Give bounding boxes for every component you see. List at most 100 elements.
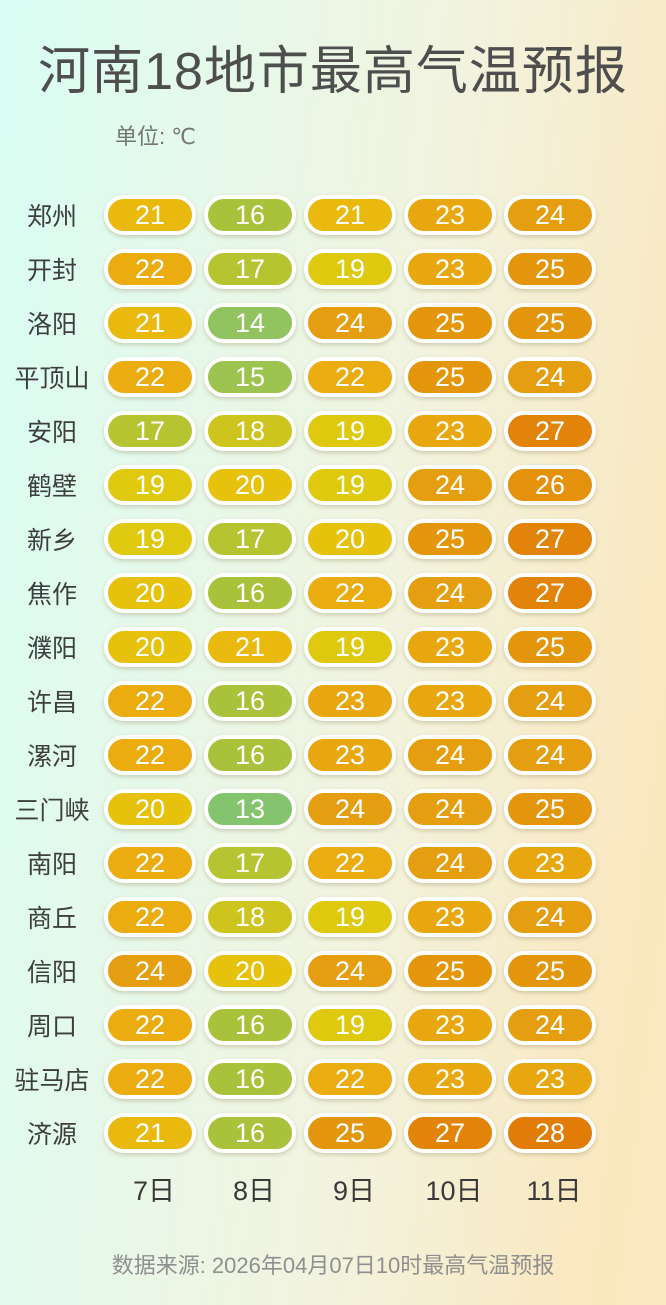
temperature-pill: 21	[304, 195, 396, 235]
city-label: 三门峡	[14, 797, 90, 825]
city-label: 郑州	[26, 203, 77, 231]
table-row: 周口 22 16 19 23 24	[0, 1005, 666, 1045]
temperature-pill: 25	[504, 789, 596, 829]
table-row: 郑州 21 16 21 23 24	[0, 195, 666, 235]
temperature-pill: 20	[104, 627, 196, 667]
city-label: 焦作	[26, 581, 77, 609]
temperature-pill: 16	[204, 195, 296, 235]
temperature-pill: 25	[404, 303, 496, 343]
unit-label: 单位: ℃	[115, 124, 196, 149]
temperature-pill: 13	[204, 789, 296, 829]
temperature-pill: 24	[404, 573, 496, 613]
temperature-pill: 22	[304, 357, 396, 397]
city-label: 新乡	[26, 527, 77, 555]
temperature-pill: 23	[304, 681, 396, 721]
temperature-pill: 25	[504, 951, 596, 991]
temperature-pill: 19	[304, 465, 396, 505]
temperature-pill: 24	[304, 951, 396, 991]
table-row: 安阳 17 18 19 23 27	[0, 411, 666, 451]
temperature-pill: 25	[404, 519, 496, 559]
temperature-pill: 20	[204, 951, 296, 991]
city-label: 开封	[26, 257, 77, 285]
temperature-pill: 23	[404, 195, 496, 235]
table-row: 商丘 22 18 19 23 24	[0, 897, 666, 937]
table-row: 济源 21 16 25 27 28	[0, 1113, 666, 1153]
temperature-pill: 24	[504, 735, 596, 775]
temperature-pill: 25	[504, 627, 596, 667]
temperature-pill: 22	[104, 249, 196, 289]
temperature-pill: 18	[204, 897, 296, 937]
temperature-pill: 24	[304, 789, 396, 829]
date-label-8: 8日	[232, 1176, 276, 1206]
table-row: 三门峡 20 13 24 24 25	[0, 789, 666, 829]
temperature-pill: 17	[204, 843, 296, 883]
temperature-pill: 24	[304, 303, 396, 343]
temperature-pill: 21	[104, 1113, 196, 1153]
table-row: 平顶山 22 15 22 25 24	[0, 357, 666, 397]
temperature-pill: 22	[104, 1059, 196, 1099]
temperature-pill: 23	[404, 681, 496, 721]
temperature-pill: 23	[404, 1005, 496, 1045]
temperature-pill: 23	[504, 843, 596, 883]
city-label: 安阳	[26, 419, 77, 447]
temperature-pill: 22	[304, 843, 396, 883]
temperature-pill: 22	[104, 897, 196, 937]
temperature-pill: 24	[404, 843, 496, 883]
temperature-pill: 19	[304, 411, 396, 451]
temperature-pill: 26	[504, 465, 596, 505]
temperature-pill: 21	[104, 303, 196, 343]
temperature-pill: 25	[504, 249, 596, 289]
city-label: 许昌	[26, 689, 77, 717]
temperature-pill: 24	[504, 1005, 596, 1045]
temperature-pill: 17	[104, 411, 196, 451]
temperature-pill: 23	[404, 627, 496, 667]
temperature-pill: 20	[304, 519, 396, 559]
table-row: 濮阳 20 21 19 23 25	[0, 627, 666, 667]
temperature-pill: 16	[204, 1059, 296, 1099]
temperature-pill: 22	[304, 573, 396, 613]
table-row: 洛阳 21 14 24 25 25	[0, 303, 666, 343]
temperature-pill: 24	[404, 789, 496, 829]
date-label-9: 9日	[332, 1176, 376, 1206]
date-label-7: 7日	[132, 1176, 176, 1206]
temperature-pill: 25	[404, 951, 496, 991]
temperature-pill: 16	[204, 1005, 296, 1045]
temperature-pill: 24	[504, 357, 596, 397]
temperature-pill: 25	[404, 357, 496, 397]
temperature-pill: 24	[504, 195, 596, 235]
table-row: 新乡 19 17 20 25 27	[0, 519, 666, 559]
temperature-pill: 15	[204, 357, 296, 397]
temperature-pill: 21	[204, 627, 296, 667]
temperature-pill: 22	[104, 843, 196, 883]
temperature-table: 郑州 21 16 21 23 24 开封 22 17 19 23 25 洛阳 21 14 24 25 25 平顶山 2…	[0, 195, 666, 1153]
temperature-pill: 19	[104, 519, 196, 559]
table-row: 许昌 22 16 23 23 24	[0, 681, 666, 721]
temperature-pill: 23	[404, 897, 496, 937]
table-row: 信阳 24 20 24 25 25	[0, 951, 666, 991]
temperature-pill: 22	[104, 1005, 196, 1045]
temperature-pill: 23	[404, 1059, 496, 1099]
temperature-pill: 24	[104, 951, 196, 991]
temperature-pill: 16	[204, 681, 296, 721]
temperature-pill: 18	[204, 411, 296, 451]
temperature-pill: 23	[304, 735, 396, 775]
city-label: 南阳	[26, 851, 77, 879]
temperature-pill: 14	[204, 303, 296, 343]
temperature-pill: 24	[404, 735, 496, 775]
temperature-pill: 23	[504, 1059, 596, 1099]
temperature-pill: 22	[104, 357, 196, 397]
temperature-pill: 20	[104, 573, 196, 613]
data-source: 数据来源: 2026年04月07日10时最高气温预报	[111, 1253, 555, 1278]
temperature-pill: 16	[204, 573, 296, 613]
temperature-pill: 23	[404, 249, 496, 289]
city-label: 信阳	[26, 959, 77, 987]
temperature-pill: 16	[204, 735, 296, 775]
temperature-pill: 20	[204, 465, 296, 505]
city-label: 周口	[26, 1013, 77, 1041]
city-label: 漯河	[26, 743, 77, 771]
temperature-pill: 27	[404, 1113, 496, 1153]
temperature-pill: 24	[504, 681, 596, 721]
temperature-pill: 25	[304, 1113, 396, 1153]
city-label: 济源	[26, 1121, 77, 1149]
